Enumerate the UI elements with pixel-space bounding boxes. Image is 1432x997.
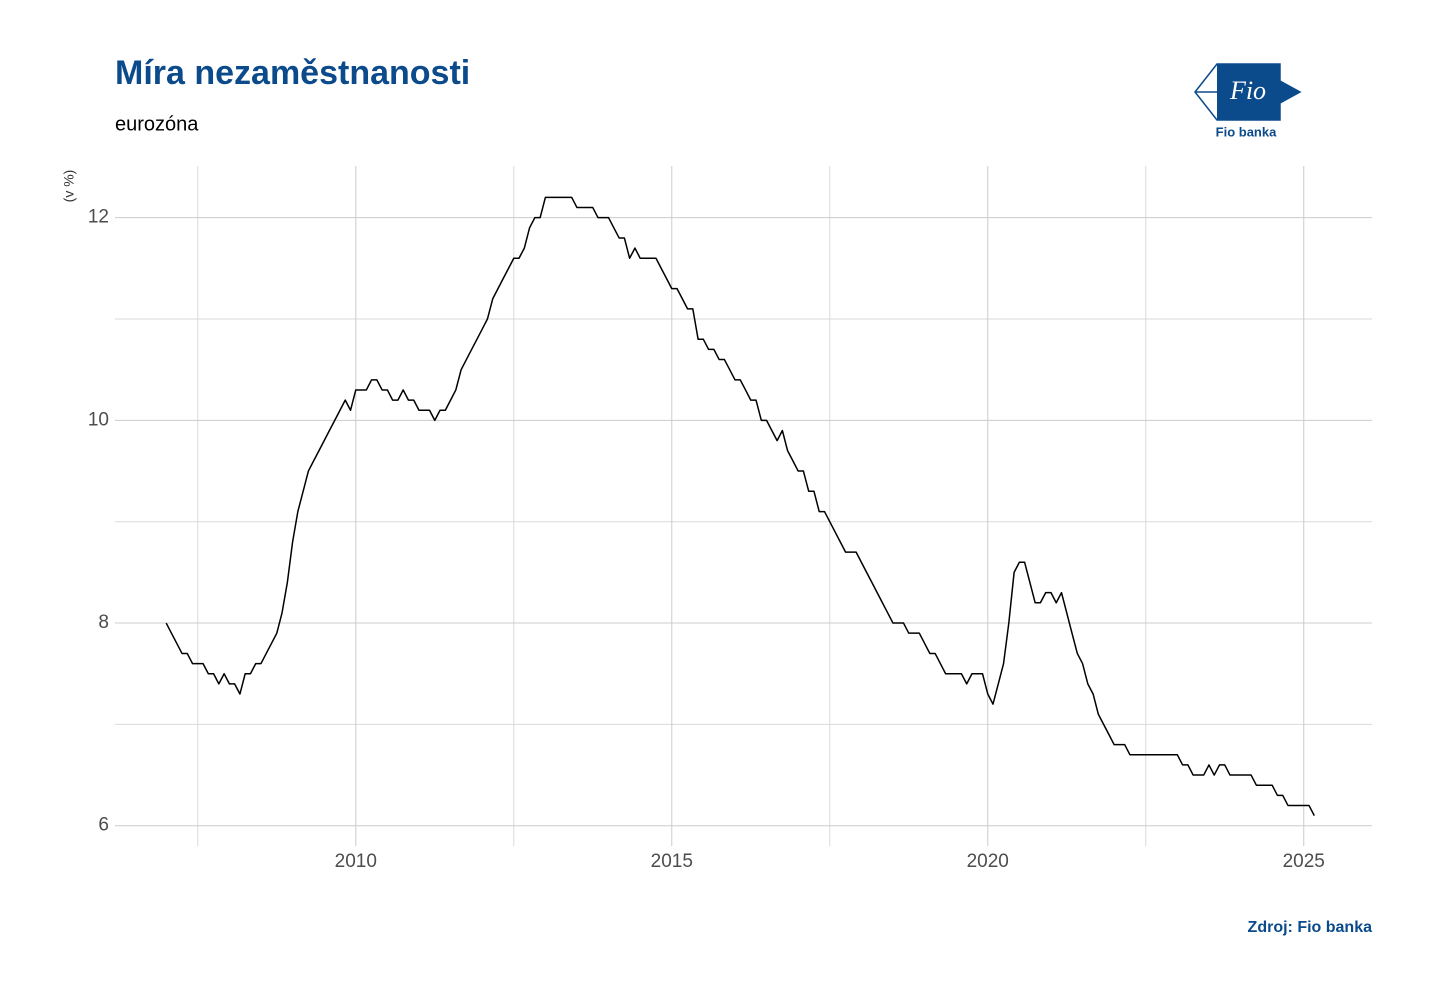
x-tick-label: 2015 — [651, 851, 693, 872]
logo-caption: Fio banka — [1216, 124, 1277, 139]
x-tick-label: 2025 — [1283, 851, 1325, 872]
x-tick-label: 2010 — [335, 851, 377, 872]
chart-subtitle: eurozóna — [115, 113, 199, 135]
y-tick-label: 8 — [98, 612, 109, 633]
data-line — [165, 196, 1315, 816]
y-tick-label: 6 — [98, 815, 109, 836]
y-tick-label: 12 — [88, 207, 109, 228]
source: Zdroj: Fio banka — [1248, 919, 1373, 936]
logo-mark: Fio — [1229, 76, 1266, 105]
y-tick-label: 10 — [88, 409, 109, 430]
x-tick-label: 2020 — [967, 851, 1009, 872]
logo: Fio Fio banka — [1194, 63, 1302, 139]
logo-arrow — [1280, 81, 1300, 103]
chart-title: Míra nezaměstnanosti — [115, 54, 470, 92]
y-axis-label: (v %) — [61, 170, 77, 203]
logo-box — [1217, 64, 1280, 120]
